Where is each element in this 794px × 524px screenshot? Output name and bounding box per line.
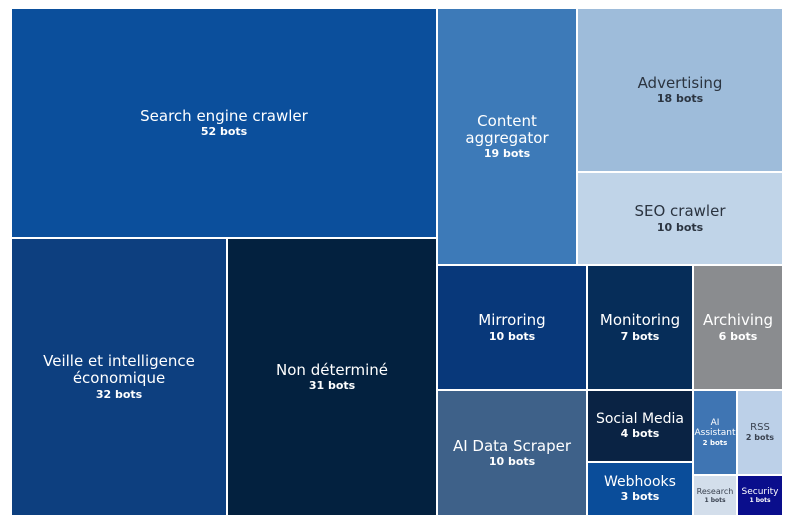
tile-label: Mirroring [478, 311, 546, 330]
tile-label: Social Media [595, 411, 684, 428]
tile-label: RSS [750, 421, 770, 433]
tile-value: 18 bots [656, 92, 704, 106]
tile-value: 6 bots [718, 329, 758, 343]
tile-value: 2 bots [702, 438, 728, 447]
treemap-tile-security: Security 1 bots [737, 475, 783, 516]
tile-value: 7 bots [620, 329, 660, 343]
treemap-tile-non-determine: Non déterminé 31 bots [227, 238, 437, 516]
treemap-tile-seo-crawler: SEO crawler 10 bots [577, 172, 783, 265]
tile-label: Content aggregator [465, 111, 549, 147]
tile-value: 1 bots [749, 497, 771, 505]
treemap-tile-content-aggregator: Content aggregator 19 bots [437, 8, 577, 265]
tile-label: Security [741, 486, 779, 497]
tile-value: 4 bots [620, 427, 660, 441]
tile-value: 10 bots [488, 455, 536, 469]
tile-value: 2 bots [745, 433, 775, 443]
treemap-tile-research: Research 1 bots [693, 475, 737, 516]
tile-label: Monitoring [599, 311, 681, 330]
treemap-tile-webhooks: Webhooks 3 bots [587, 462, 693, 516]
treemap-tile-ai-data-scraper: AI Data Scraper 10 bots [437, 390, 587, 516]
treemap-tile-mirroring: Mirroring 10 bots [437, 265, 587, 390]
tile-value: 32 bots [95, 387, 143, 401]
tile-value: 19 bots [483, 147, 531, 161]
treemap-tile-social-media: Social Media 4 bots [587, 390, 693, 462]
tile-value: 52 bots [200, 125, 248, 139]
tile-label: Archiving [702, 311, 774, 330]
tile-label: Webhooks [604, 474, 676, 491]
tile-value: 10 bots [656, 220, 704, 234]
tile-value: 10 bots [488, 329, 536, 343]
treemap-tile-advertising: Advertising 18 bots [577, 8, 783, 172]
tile-value: 3 bots [620, 490, 660, 504]
treemap-tile-ai-assistant: AI Assistant 2 bots [693, 390, 737, 475]
treemap-tile-archiving: Archiving 6 bots [693, 265, 783, 390]
treemap-tile-search-engine-crawler: Search engine crawler 52 bots [11, 8, 437, 238]
treemap-tile-veille-et-intelligence-economique: Veille et intelligence économique 32 bots [11, 238, 227, 516]
tile-label: Veille et intelligence économique [43, 352, 195, 388]
treemap-tile-monitoring: Monitoring 7 bots [587, 265, 693, 390]
tile-label: AI Data Scraper [452, 436, 572, 455]
tile-label: Non déterminé [276, 360, 388, 379]
tile-label: Advertising [637, 73, 723, 92]
tile-value: 1 bots [704, 496, 726, 504]
treemap-tile-rss: RSS 2 bots [737, 390, 783, 475]
tile-label: Research [696, 487, 734, 497]
tile-label: SEO crawler [634, 202, 726, 221]
tile-label: AI Assistant [694, 417, 736, 439]
tile-value: 31 bots [308, 379, 356, 393]
tile-label: Search engine crawler [140, 106, 308, 125]
